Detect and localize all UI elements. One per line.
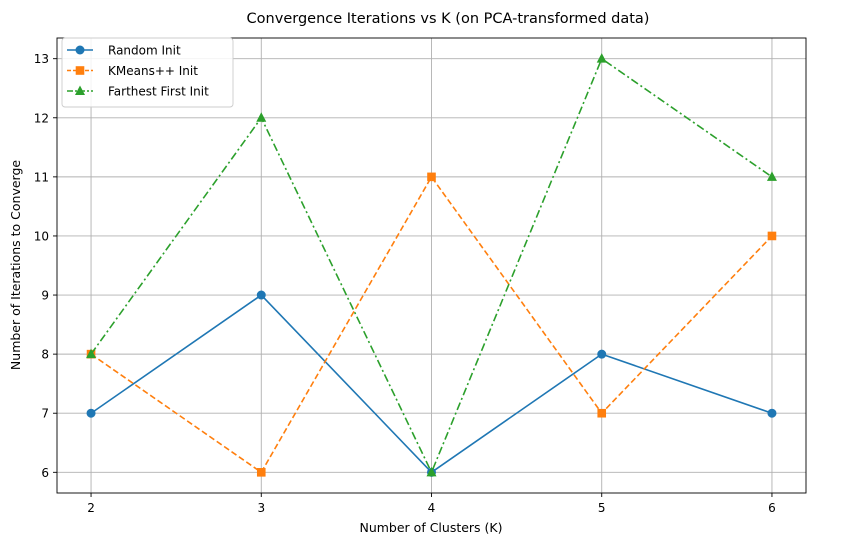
x-tick-label: 2 xyxy=(87,501,95,515)
data-point xyxy=(596,53,607,63)
legend-marker xyxy=(75,66,85,75)
x-tick-label: 4 xyxy=(428,501,436,515)
data-point xyxy=(426,466,437,477)
y-tick-label: 9 xyxy=(41,289,49,303)
legend-label: Random Init xyxy=(108,44,181,58)
y-tick-label: 11 xyxy=(34,170,49,184)
legend-marker xyxy=(75,85,85,95)
series-group xyxy=(86,53,777,477)
legend: Random Init KMeans++ Init Farthest First I… xyxy=(61,37,234,108)
y-tick-label: 12 xyxy=(34,111,49,125)
series-farthest-first-init xyxy=(86,53,777,477)
data-point xyxy=(597,349,607,359)
x-tick-label: 6 xyxy=(768,501,776,515)
data-point xyxy=(427,172,436,182)
data-point xyxy=(86,408,96,418)
y-tick-label: 13 xyxy=(34,52,49,66)
legend-box xyxy=(61,37,234,108)
series-line xyxy=(90,176,773,474)
data-point xyxy=(766,171,777,181)
legend-marker xyxy=(75,45,85,55)
y-axis-label: Number of Iterations to Converge xyxy=(8,160,23,370)
y-tick-label: 7 xyxy=(41,407,49,421)
y-tick-label: 6 xyxy=(41,466,49,480)
x-tick-label: 5 xyxy=(598,501,606,515)
chart-title: Convergence Iterations vs K (on PCA-tran… xyxy=(247,11,650,27)
legend-label: KMeans++ Init xyxy=(108,64,198,78)
data-point xyxy=(767,408,777,418)
axis-ticks: 2 3 4 5 6 6 7 8 9 10 11 12 13 xyxy=(34,52,776,515)
data-point xyxy=(256,290,266,300)
data-point xyxy=(256,112,267,122)
data-point xyxy=(597,408,607,418)
x-axis-label: Number of Clusters (K) xyxy=(359,520,502,535)
data-point xyxy=(767,231,777,241)
y-tick-label: 8 xyxy=(41,348,49,362)
legend-label: Farthest First Init xyxy=(108,85,209,99)
y-tick-label: 10 xyxy=(34,229,49,243)
data-point xyxy=(256,468,266,477)
data-point xyxy=(86,348,97,359)
x-tick-label: 3 xyxy=(257,501,265,515)
